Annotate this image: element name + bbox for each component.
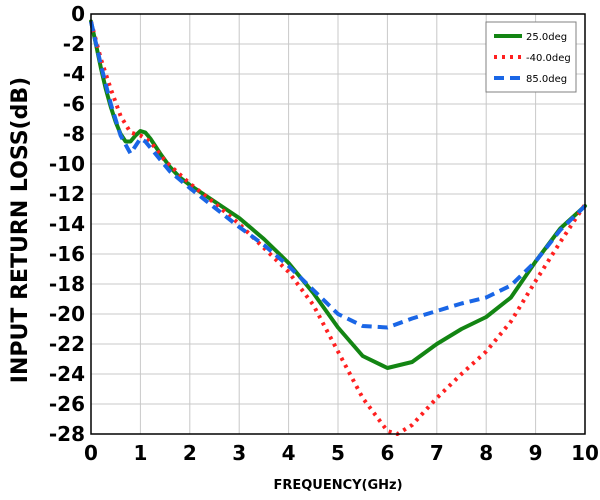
x-tick-label: 3 [232, 441, 246, 465]
y-tick-label: -28 [49, 422, 85, 446]
legend-label: -40.0deg [526, 53, 571, 64]
x-tick-labels: 0 1 2 3 4 5 6 7 8 9 10 [84, 441, 599, 465]
legend-label: 25.0deg [526, 32, 567, 43]
y-tick-label: -16 [49, 242, 85, 266]
y-tick-label: -22 [49, 332, 85, 356]
series-line-1 [89, 19, 587, 370]
x-tick-label: 0 [84, 441, 98, 465]
x-tick-label: 9 [529, 441, 543, 465]
y-tick-label: -24 [49, 362, 85, 386]
y-tick-label: -14 [49, 212, 85, 236]
x-axis-label: FREQUENCY(GHz) [273, 478, 402, 493]
y-tick-label: -20 [49, 302, 85, 326]
y-tick-labels: 0 -2 -4 -6 -8 -10 -12 -14 -16 -18 -20 -22 -24 -26 -28 [49, 2, 85, 446]
y-tick-label: 0 [71, 2, 85, 26]
plot-frame [90, 13, 586, 435]
y-tick-label: -4 [63, 62, 85, 86]
x-tick-label: 1 [133, 441, 147, 465]
x-tick-label: 4 [282, 441, 296, 465]
x-tick-label: 6 [380, 441, 394, 465]
y-axis-label: INPUT RETURN LOSS(dB) [8, 77, 33, 383]
series-line-2 [89, 20, 587, 436]
legend: 25.0deg -40.0deg 85.0deg [485, 21, 577, 93]
y-tick-label: -10 [49, 152, 85, 176]
x-tick-label: 2 [183, 441, 197, 465]
legend-label: 85.0deg [526, 74, 567, 85]
x-tick-label: 10 [571, 441, 599, 465]
x-tick-label: 7 [430, 441, 444, 465]
series-line-3 [89, 21, 587, 330]
x-tick-label: 5 [331, 441, 345, 465]
y-tick-label: -18 [49, 272, 85, 296]
y-tick-label: -8 [63, 122, 85, 146]
y-tick-label: -6 [63, 92, 85, 116]
y-tick-label: -12 [49, 182, 85, 206]
x-tick-label: 8 [479, 441, 493, 465]
series-layer [89, 19, 587, 436]
y-tick-label: -26 [49, 392, 85, 416]
y-tick-label: -2 [63, 32, 85, 56]
legend-box [485, 21, 577, 93]
